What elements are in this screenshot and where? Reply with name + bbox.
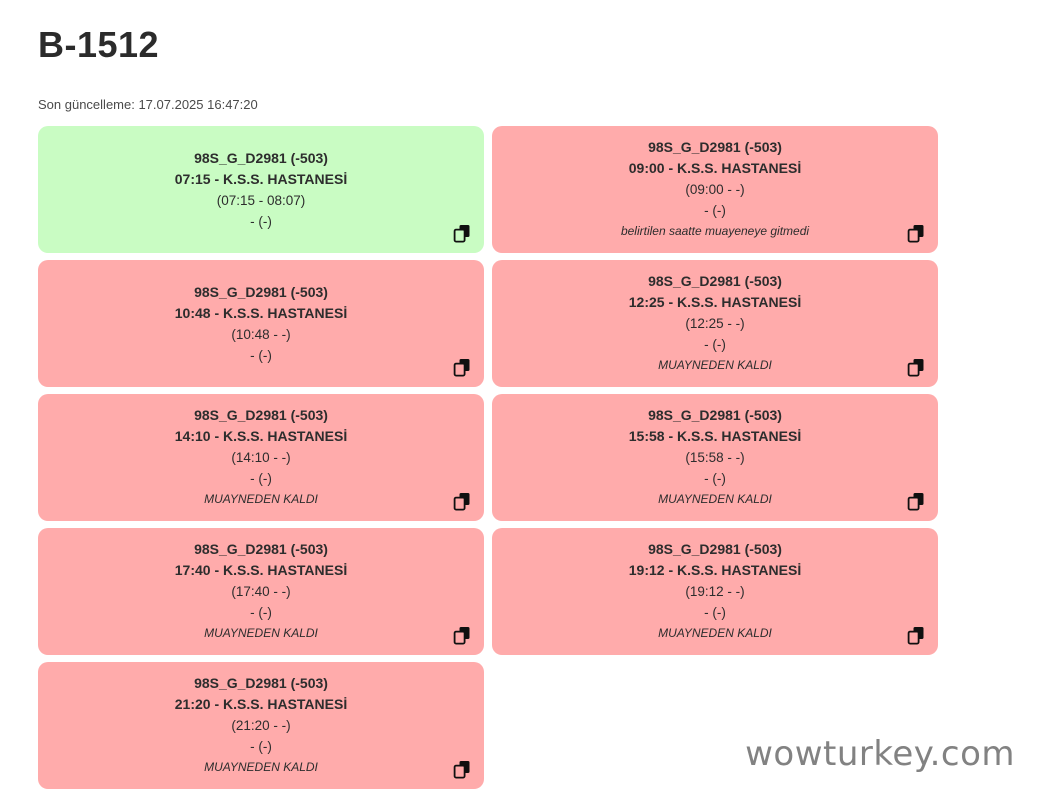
status-note: MUAYNEDEN KALDI	[658, 626, 772, 640]
copy-icon	[453, 224, 471, 243]
copy-button[interactable]	[905, 490, 927, 512]
appointment-card: 98S_G_D2981 (-503) 17:40 - K.S.S. HASTAN…	[38, 528, 484, 655]
copy-icon	[453, 626, 471, 645]
appointment-card: 98S_G_D2981 (-503) 12:25 - K.S.S. HASTAN…	[492, 260, 938, 387]
status-note: MUAYNEDEN KALDI	[658, 358, 772, 372]
appointment-title: 07:15 - K.S.S. HASTANESİ	[174, 170, 348, 187]
detail-text: - (-)	[704, 337, 726, 352]
time-window: (09:00 - -)	[685, 182, 745, 197]
copy-button[interactable]	[451, 624, 473, 646]
detail-text: - (-)	[250, 605, 272, 620]
vehicle-label: 98S_G_D2981 (-503)	[194, 283, 328, 300]
copy-icon	[453, 492, 471, 511]
last-update-text: Son güncelleme: 17.07.2025 16:47:20	[38, 97, 258, 112]
appointment-card: 98S_G_D2981 (-503) 10:48 - K.S.S. HASTAN…	[38, 260, 484, 387]
appointment-title: 17:40 - K.S.S. HASTANESİ	[174, 562, 348, 578]
copy-icon	[907, 358, 925, 377]
detail-text: - (-)	[250, 213, 272, 229]
detail-text: - (-)	[704, 203, 726, 218]
appointment-title: 21:20 - K.S.S. HASTANESİ	[174, 696, 348, 712]
time-window: (14:10 - -)	[231, 450, 291, 465]
appointment-title: 09:00 - K.S.S. HASTANESİ	[628, 160, 802, 176]
appointment-title: 14:10 - K.S.S. HASTANESİ	[174, 428, 348, 444]
copy-button[interactable]	[451, 222, 473, 244]
status-note: belirtilen saatte muayeneye gitmedi	[620, 224, 810, 238]
status-note: MUAYNEDEN KALDI	[204, 626, 318, 640]
copy-button[interactable]	[451, 356, 473, 378]
appointment-card: 98S_G_D2981 (-503) 19:12 - K.S.S. HASTAN…	[492, 528, 938, 655]
time-window: (07:15 - 08:07)	[216, 192, 306, 208]
appointment-card: 98S_G_D2981 (-503) 21:20 - K.S.S. HASTAN…	[38, 662, 484, 789]
copy-icon	[907, 492, 925, 511]
time-window: (21:20 - -)	[231, 718, 291, 733]
copy-icon	[907, 224, 925, 243]
copy-icon	[453, 358, 471, 377]
copy-button[interactable]	[905, 356, 927, 378]
appointment-title: 19:12 - K.S.S. HASTANESİ	[628, 562, 802, 578]
appointment-title: 15:58 - K.S.S. HASTANESİ	[628, 428, 802, 444]
vehicle-label: 98S_G_D2981 (-503)	[194, 149, 328, 166]
copy-icon	[907, 626, 925, 645]
vehicle-label: 98S_G_D2981 (-503)	[194, 541, 328, 557]
status-note: MUAYNEDEN KALDI	[204, 760, 318, 774]
appointments-grid: 98S_G_D2981 (-503) 07:15 - K.S.S. HASTAN…	[38, 126, 938, 789]
time-window: (15:58 - -)	[685, 450, 745, 465]
status-note: MUAYNEDEN KALDI	[658, 492, 772, 506]
vehicle-label: 98S_G_D2981 (-503)	[648, 273, 782, 289]
detail-text: - (-)	[250, 347, 272, 363]
watermark: wowturkey.com	[745, 734, 1015, 774]
appointment-card: 98S_G_D2981 (-503) 14:10 - K.S.S. HASTAN…	[38, 394, 484, 521]
vehicle-label: 98S_G_D2981 (-503)	[648, 139, 782, 155]
appointment-card: 98S_G_D2981 (-503) 07:15 - K.S.S. HASTAN…	[38, 126, 484, 253]
appointment-title: 10:48 - K.S.S. HASTANESİ	[174, 304, 348, 321]
copy-button[interactable]	[905, 222, 927, 244]
copy-icon	[453, 760, 471, 779]
detail-text: - (-)	[250, 739, 272, 754]
copy-button[interactable]	[451, 758, 473, 780]
appointment-card: 98S_G_D2981 (-503) 09:00 - K.S.S. HASTAN…	[492, 126, 938, 253]
detail-text: - (-)	[704, 605, 726, 620]
copy-button[interactable]	[451, 490, 473, 512]
detail-text: - (-)	[250, 471, 272, 486]
time-window: (17:40 - -)	[231, 584, 291, 599]
vehicle-label: 98S_G_D2981 (-503)	[648, 407, 782, 423]
page-title: B-1512	[38, 24, 160, 65]
copy-button[interactable]	[905, 624, 927, 646]
vehicle-label: 98S_G_D2981 (-503)	[194, 675, 328, 691]
time-window: (12:25 - -)	[685, 316, 745, 331]
status-note: MUAYNEDEN KALDI	[204, 492, 318, 506]
time-window: (19:12 - -)	[685, 584, 745, 599]
time-window: (10:48 - -)	[231, 326, 291, 342]
vehicle-label: 98S_G_D2981 (-503)	[194, 407, 328, 423]
vehicle-label: 98S_G_D2981 (-503)	[648, 541, 782, 557]
appointment-title: 12:25 - K.S.S. HASTANESİ	[628, 294, 802, 310]
detail-text: - (-)	[704, 471, 726, 486]
page: B-1512 Son güncelleme: 17.07.2025 16:47:…	[38, 24, 938, 789]
appointment-card: 98S_G_D2981 (-503) 15:58 - K.S.S. HASTAN…	[492, 394, 938, 521]
